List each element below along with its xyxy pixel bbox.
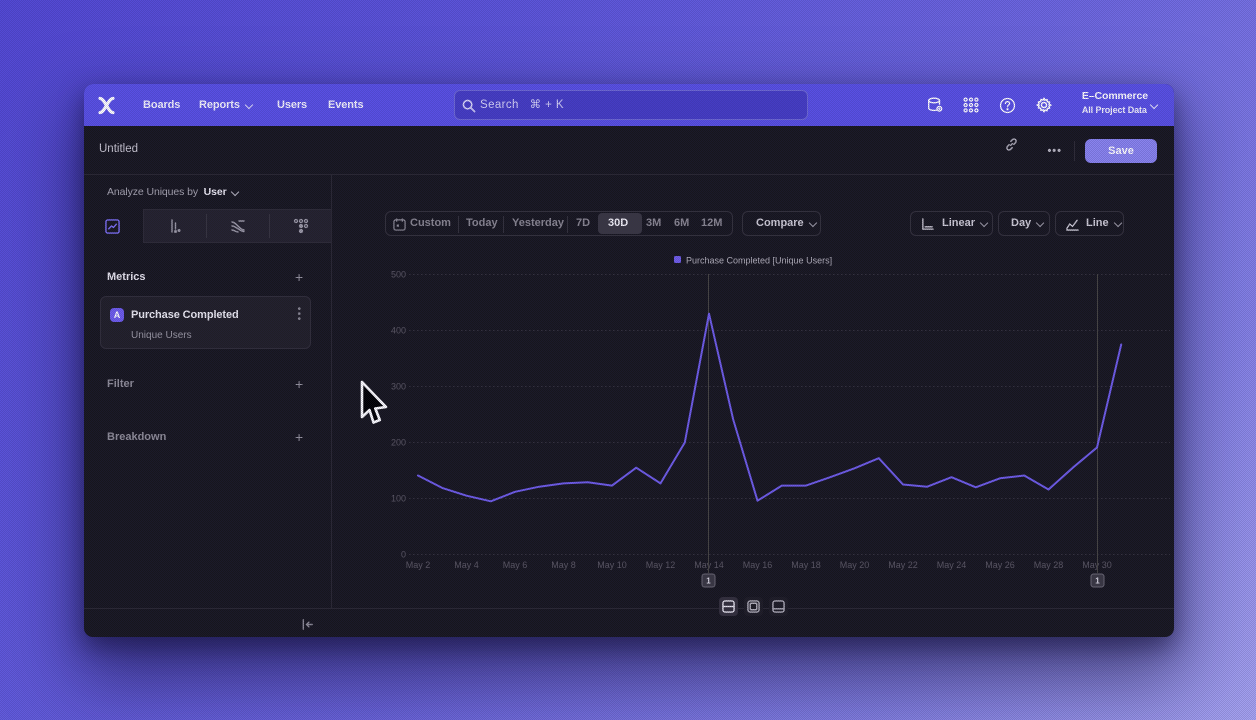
svg-text:May 24: May 24 xyxy=(937,560,967,570)
svg-text:400: 400 xyxy=(391,326,406,336)
svg-text:May 2: May 2 xyxy=(406,560,431,570)
svg-text:May 12: May 12 xyxy=(646,560,676,570)
svg-text:500: 500 xyxy=(391,270,406,280)
svg-text:0: 0 xyxy=(401,550,406,560)
svg-text:200: 200 xyxy=(391,438,406,448)
svg-text:Purchase Completed [Unique Use: Purchase Completed [Unique Users] xyxy=(686,256,832,266)
svg-text:May 8: May 8 xyxy=(551,560,576,570)
svg-text:300: 300 xyxy=(391,382,406,392)
svg-text:May 20: May 20 xyxy=(840,560,870,570)
svg-text:May 22: May 22 xyxy=(888,560,918,570)
svg-text:100: 100 xyxy=(391,494,406,504)
svg-text:May 16: May 16 xyxy=(743,560,773,570)
svg-text:May 18: May 18 xyxy=(791,560,821,570)
svg-text:May 10: May 10 xyxy=(597,560,627,570)
svg-text:May 6: May 6 xyxy=(503,560,528,570)
svg-text:1: 1 xyxy=(1095,577,1100,586)
svg-text:May 28: May 28 xyxy=(1034,560,1064,570)
svg-text:1: 1 xyxy=(706,577,711,586)
svg-text:May 4: May 4 xyxy=(454,560,479,570)
svg-text:May 26: May 26 xyxy=(985,560,1015,570)
